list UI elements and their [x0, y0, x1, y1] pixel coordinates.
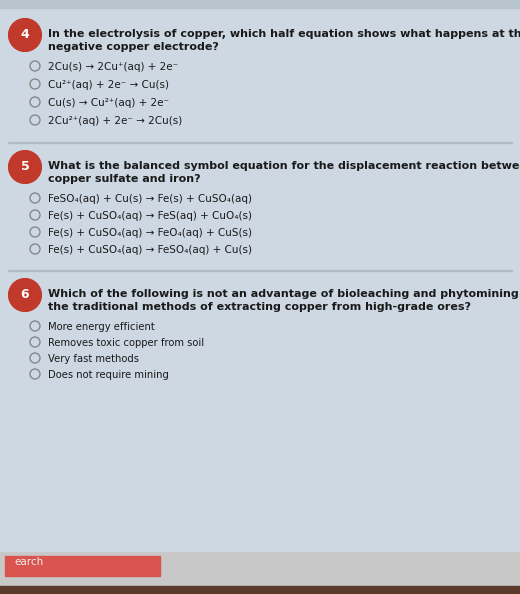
Text: Cu²⁺(aq) + 2e⁻ → Cu(s): Cu²⁺(aq) + 2e⁻ → Cu(s): [48, 80, 169, 90]
FancyBboxPatch shape: [0, 586, 520, 594]
Text: FeSO₄(aq) + Cu(s) → Fe(s) + CuSO₄(aq): FeSO₄(aq) + Cu(s) → Fe(s) + CuSO₄(aq): [48, 194, 252, 204]
Circle shape: [9, 19, 41, 51]
Circle shape: [9, 279, 41, 311]
Text: negative copper electrode?: negative copper electrode?: [48, 42, 219, 52]
Text: the traditional methods of extracting copper from high-grade ores?: the traditional methods of extracting co…: [48, 302, 471, 312]
Text: 4: 4: [21, 29, 29, 42]
Text: Which of the following is not an advantage of bioleaching and phytomining over: Which of the following is not an advanta…: [48, 289, 520, 299]
Text: 6: 6: [21, 289, 29, 302]
Text: Fe(s) + CuSO₄(aq) → FeO₄(aq) + CuS(s): Fe(s) + CuSO₄(aq) → FeO₄(aq) + CuS(s): [48, 228, 252, 238]
Text: What is the balanced symbol equation for the displacement reaction between: What is the balanced symbol equation for…: [48, 161, 520, 171]
Text: Does not require mining: Does not require mining: [48, 370, 169, 380]
Text: Very fast methods: Very fast methods: [48, 354, 139, 364]
Text: Fe(s) + CuSO₄(aq) → FeS(aq) + CuO₄(s): Fe(s) + CuSO₄(aq) → FeS(aq) + CuO₄(s): [48, 211, 252, 221]
Text: Removes toxic copper from soil: Removes toxic copper from soil: [48, 338, 204, 348]
Circle shape: [9, 151, 41, 183]
Text: 2Cu²⁺(aq) + 2e⁻ → 2Cu(s): 2Cu²⁺(aq) + 2e⁻ → 2Cu(s): [48, 116, 182, 126]
Text: Fe(s) + CuSO₄(aq) → FeSO₄(aq) + Cu(s): Fe(s) + CuSO₄(aq) → FeSO₄(aq) + Cu(s): [48, 245, 252, 255]
Text: 5: 5: [21, 160, 29, 173]
FancyBboxPatch shape: [0, 0, 520, 8]
FancyBboxPatch shape: [0, 552, 520, 594]
FancyBboxPatch shape: [8, 142, 512, 143]
Text: copper sulfate and iron?: copper sulfate and iron?: [48, 174, 201, 184]
Text: Cu(s) → Cu²⁺(aq) + 2e⁻: Cu(s) → Cu²⁺(aq) + 2e⁻: [48, 98, 169, 108]
Text: More energy efficient: More energy efficient: [48, 322, 155, 332]
FancyBboxPatch shape: [5, 556, 160, 576]
Text: In the electrolysis of copper, which half equation shows what happens at the: In the electrolysis of copper, which hal…: [48, 29, 520, 39]
Text: earch: earch: [14, 557, 43, 567]
Text: 2Cu(s) → 2Cu⁺(aq) + 2e⁻: 2Cu(s) → 2Cu⁺(aq) + 2e⁻: [48, 62, 178, 72]
FancyBboxPatch shape: [8, 270, 512, 271]
